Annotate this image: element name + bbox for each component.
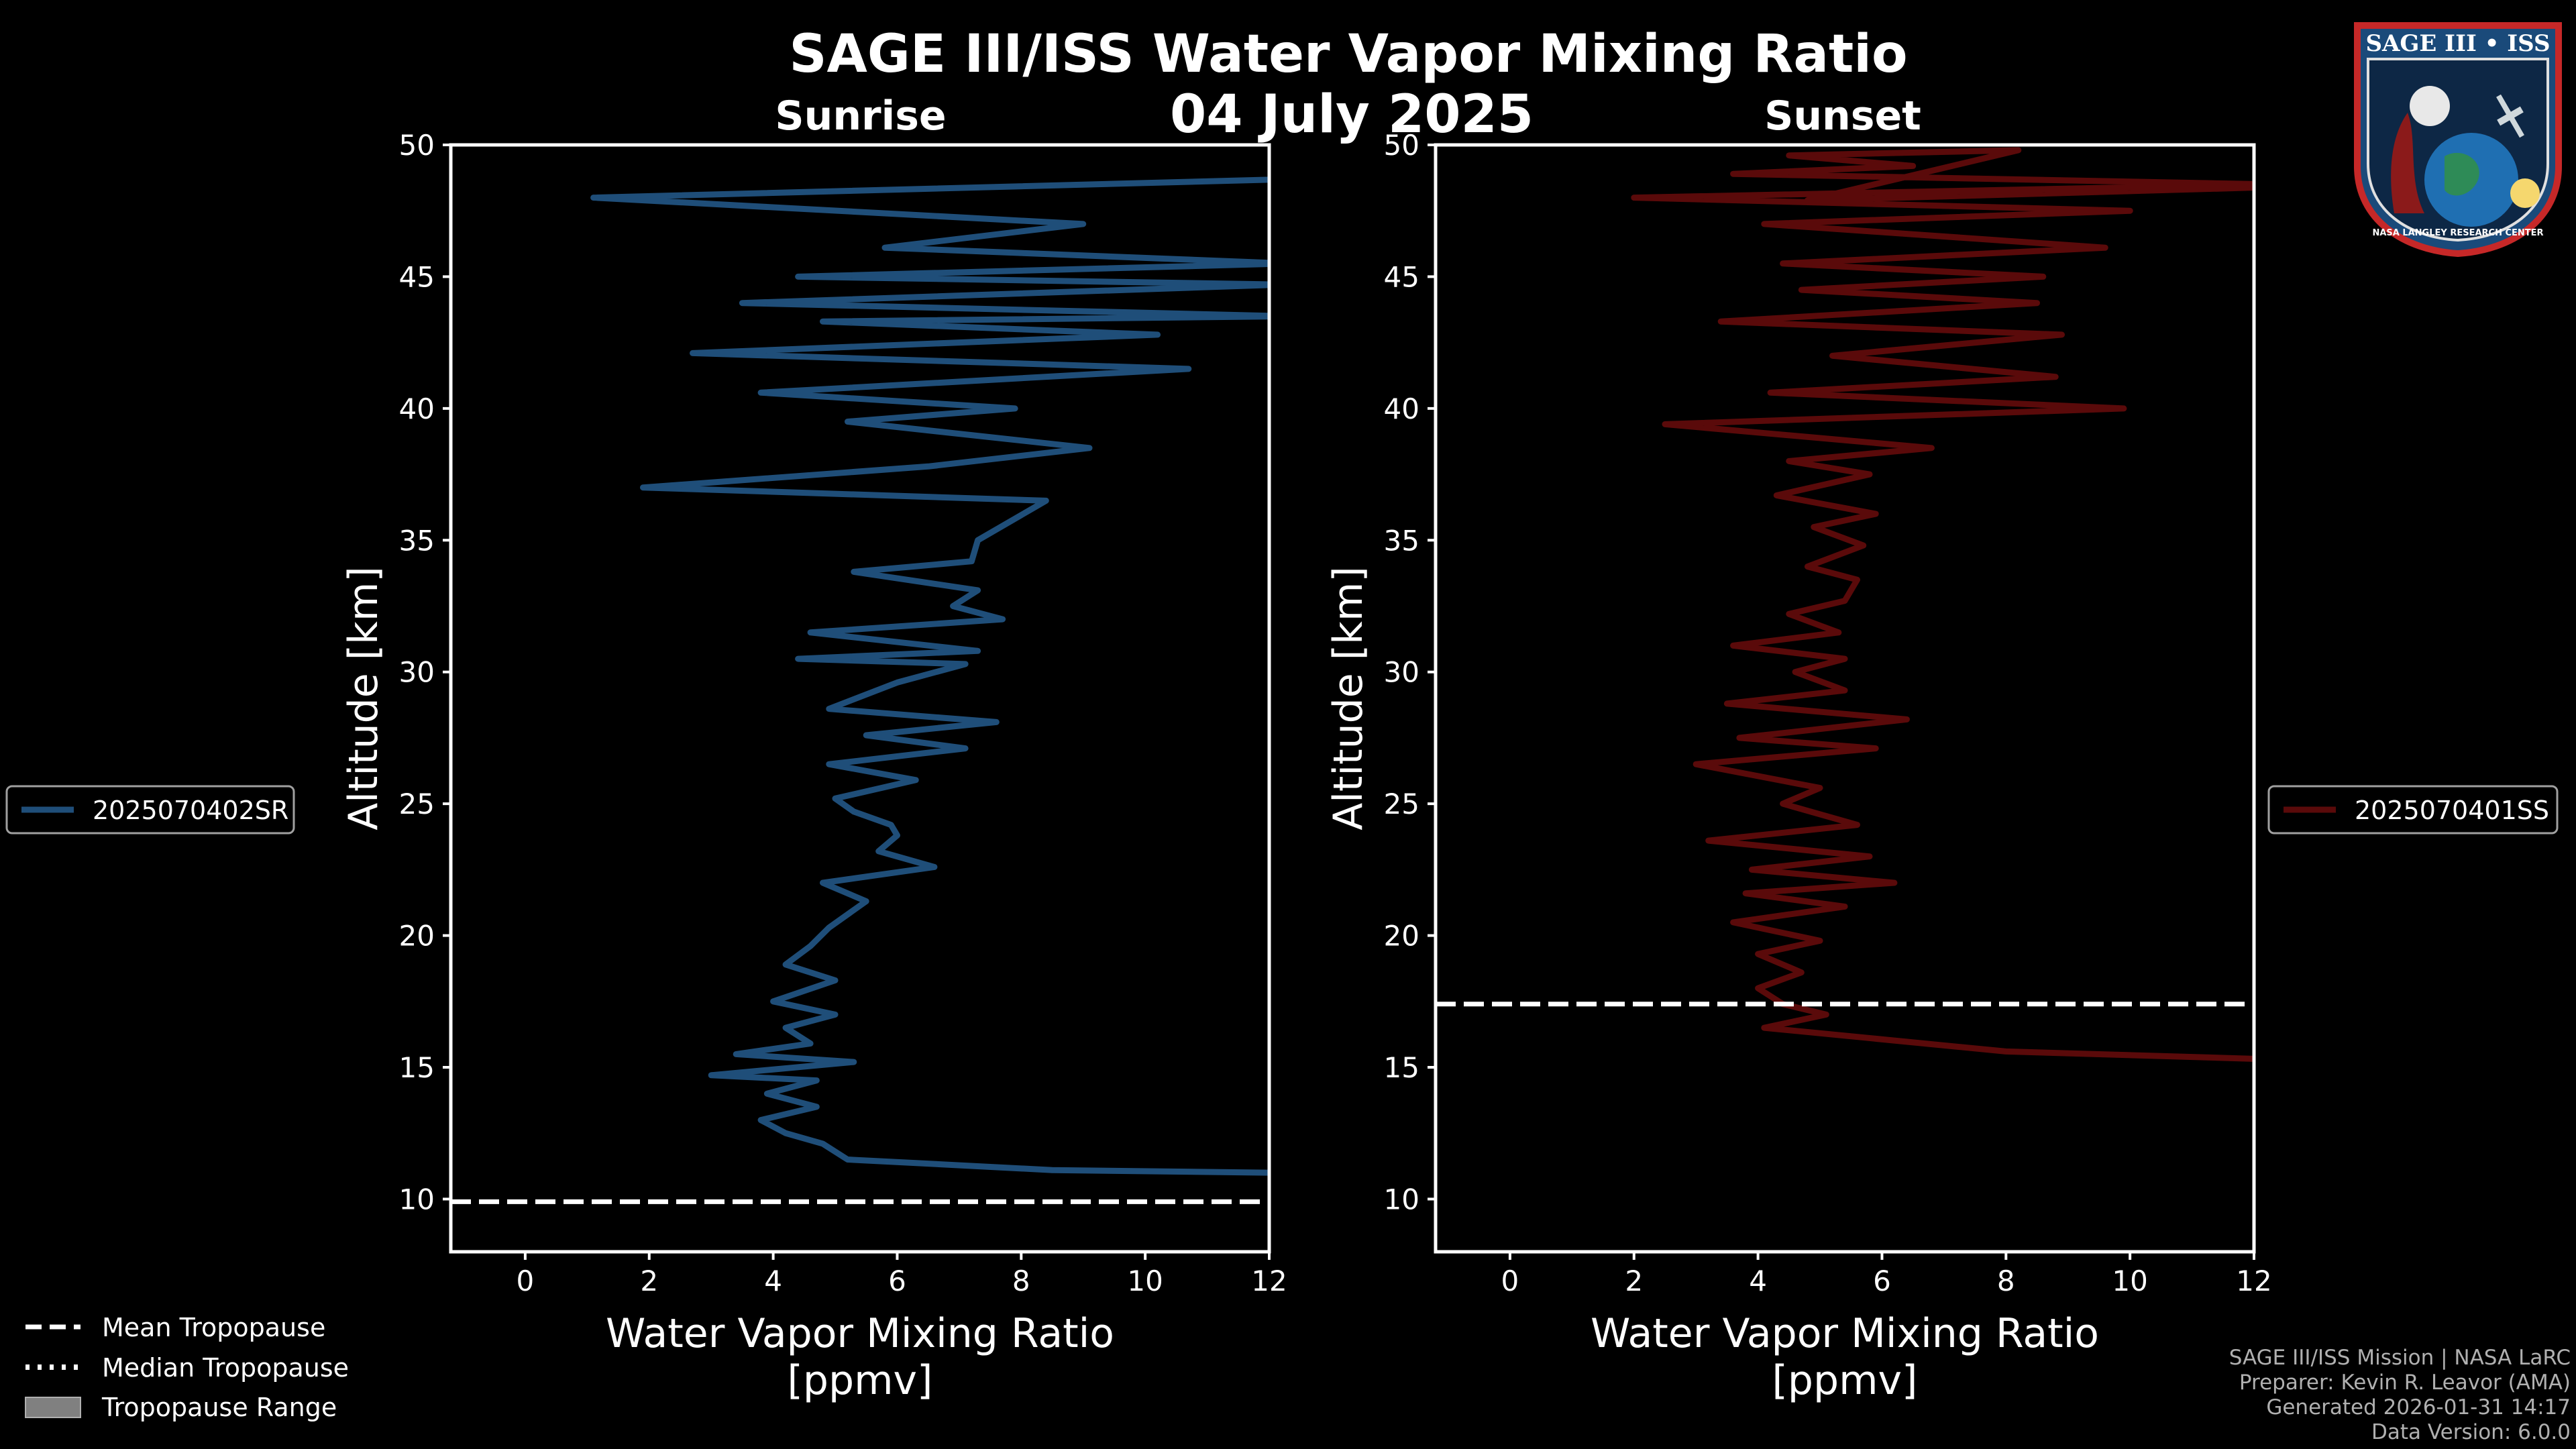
- credit-generated: Generated 2026-01-31 14:17: [2266, 1395, 2571, 1419]
- sunrise-panel: 0 2 4 6 8 10 12 10 15 20 25 30 35 40 45 50 Water Vapor M…: [340, 129, 1287, 1404]
- main-title: SAGE III/ISS Water Vapor Mixing Ratio: [789, 24, 1908, 85]
- y-tick-label: 30: [1384, 656, 1419, 689]
- y-axis-label: Altitude [km]: [1325, 566, 1372, 830]
- x-axis-label: Water Vapor Mixing Ratio: [606, 1310, 1114, 1357]
- legend-label: 2025070401SS: [2355, 796, 2549, 825]
- sage-iii-iss-logo: SAGE III • ISS NASA LANGLEY RESEARCH CEN…: [2354, 22, 2562, 258]
- sunset-legend: 2025070401SS: [2267, 785, 2559, 835]
- y-tick-label: 25: [1384, 788, 1419, 820]
- y-tick-label: 35: [1384, 524, 1419, 557]
- sunset-plot-frame: [1434, 143, 2256, 1254]
- x-tick-label: 6: [888, 1265, 906, 1297]
- y-tick-label: 10: [399, 1183, 435, 1216]
- credits: SAGE III/ISS Mission | NASA LaRC Prepare…: [2229, 1346, 2571, 1445]
- x-tick-label: 6: [1873, 1265, 1891, 1297]
- y-tick-label: 40: [1384, 392, 1419, 425]
- sunrise-profile-line: [590, 176, 1269, 1176]
- median-tropopause-label: Median Tropopause: [102, 1353, 349, 1383]
- legend-label: 2025070402SR: [93, 796, 288, 825]
- x-tick-label: 4: [1749, 1265, 1767, 1297]
- y-tick-label: 20: [1384, 920, 1419, 953]
- credit-version: Data Version: 6.0.0: [2371, 1420, 2571, 1444]
- tropopause-range-label: Tropopause Range: [101, 1393, 337, 1422]
- x-tick-label: 8: [1997, 1265, 2015, 1297]
- x-tick-label: 0: [517, 1265, 535, 1297]
- sunset-profile-line: [1631, 147, 2254, 1062]
- x-tick-label: 12: [2236, 1265, 2271, 1297]
- x-tick-label: 0: [1501, 1265, 1519, 1297]
- y-tick-label: 50: [399, 129, 435, 162]
- y-tick-label: 50: [1384, 129, 1419, 162]
- x-tick-label: 2: [1625, 1265, 1643, 1297]
- x-tick-label: 10: [2112, 1265, 2147, 1297]
- tropopause-range-swatch: [25, 1397, 81, 1418]
- sunrise-plot-frame: [449, 143, 1271, 1254]
- logo-name: SAGE III • ISS: [2365, 30, 2550, 57]
- legend-frame: [2267, 785, 2559, 835]
- y-tick-label: 10: [1384, 1183, 1419, 1216]
- x-axis-label: [ppmv]: [1772, 1357, 1918, 1404]
- x-tick-label: 2: [640, 1265, 658, 1297]
- logo-caption: NASA LANGLEY RESEARCH CENTER: [2372, 228, 2543, 238]
- sunset-title: Sunset: [1764, 93, 1921, 140]
- sunrise-legend: 2025070402SR: [5, 785, 295, 835]
- y-tick-label: 35: [399, 524, 435, 557]
- x-axis-label: Water Vapor Mixing Ratio: [1591, 1310, 2099, 1357]
- x-tick-label: 8: [1012, 1265, 1030, 1297]
- x-axis-label: [ppmv]: [788, 1357, 933, 1404]
- y-tick-label: 45: [399, 260, 435, 293]
- date-title: 04 July 2025: [1169, 85, 1534, 145]
- y-tick-label: 25: [399, 788, 435, 820]
- y-axis-label: Altitude [km]: [340, 566, 387, 830]
- sunset-panel: 0 2 4 6 8 10 12 10 15 20 25 30 35 40 45 50 Water Vapor M…: [1325, 129, 2272, 1404]
- y-tick-label: 20: [399, 920, 435, 953]
- sunrise-title: Sunrise: [775, 93, 947, 140]
- mean-tropopause-label: Mean Tropopause: [102, 1313, 325, 1342]
- y-tick-label: 15: [1384, 1051, 1419, 1084]
- x-tick-label: 4: [764, 1265, 782, 1297]
- x-tick-label: 10: [1127, 1265, 1163, 1297]
- legend-frame: [5, 785, 295, 835]
- tropopause-legend: Mean Tropopause Median Tropopause Tropopau…: [25, 1313, 349, 1422]
- y-tick-label: 45: [1384, 260, 1419, 293]
- y-tick-label: 30: [399, 656, 435, 689]
- credit-mission: SAGE III/ISS Mission | NASA LaRC: [2229, 1346, 2571, 1370]
- credit-preparer: Preparer: Kevin R. Leavor (AMA): [2239, 1371, 2571, 1395]
- x-tick-label: 12: [1251, 1265, 1287, 1297]
- y-tick-label: 15: [399, 1051, 435, 1084]
- y-tick-label: 40: [399, 392, 435, 425]
